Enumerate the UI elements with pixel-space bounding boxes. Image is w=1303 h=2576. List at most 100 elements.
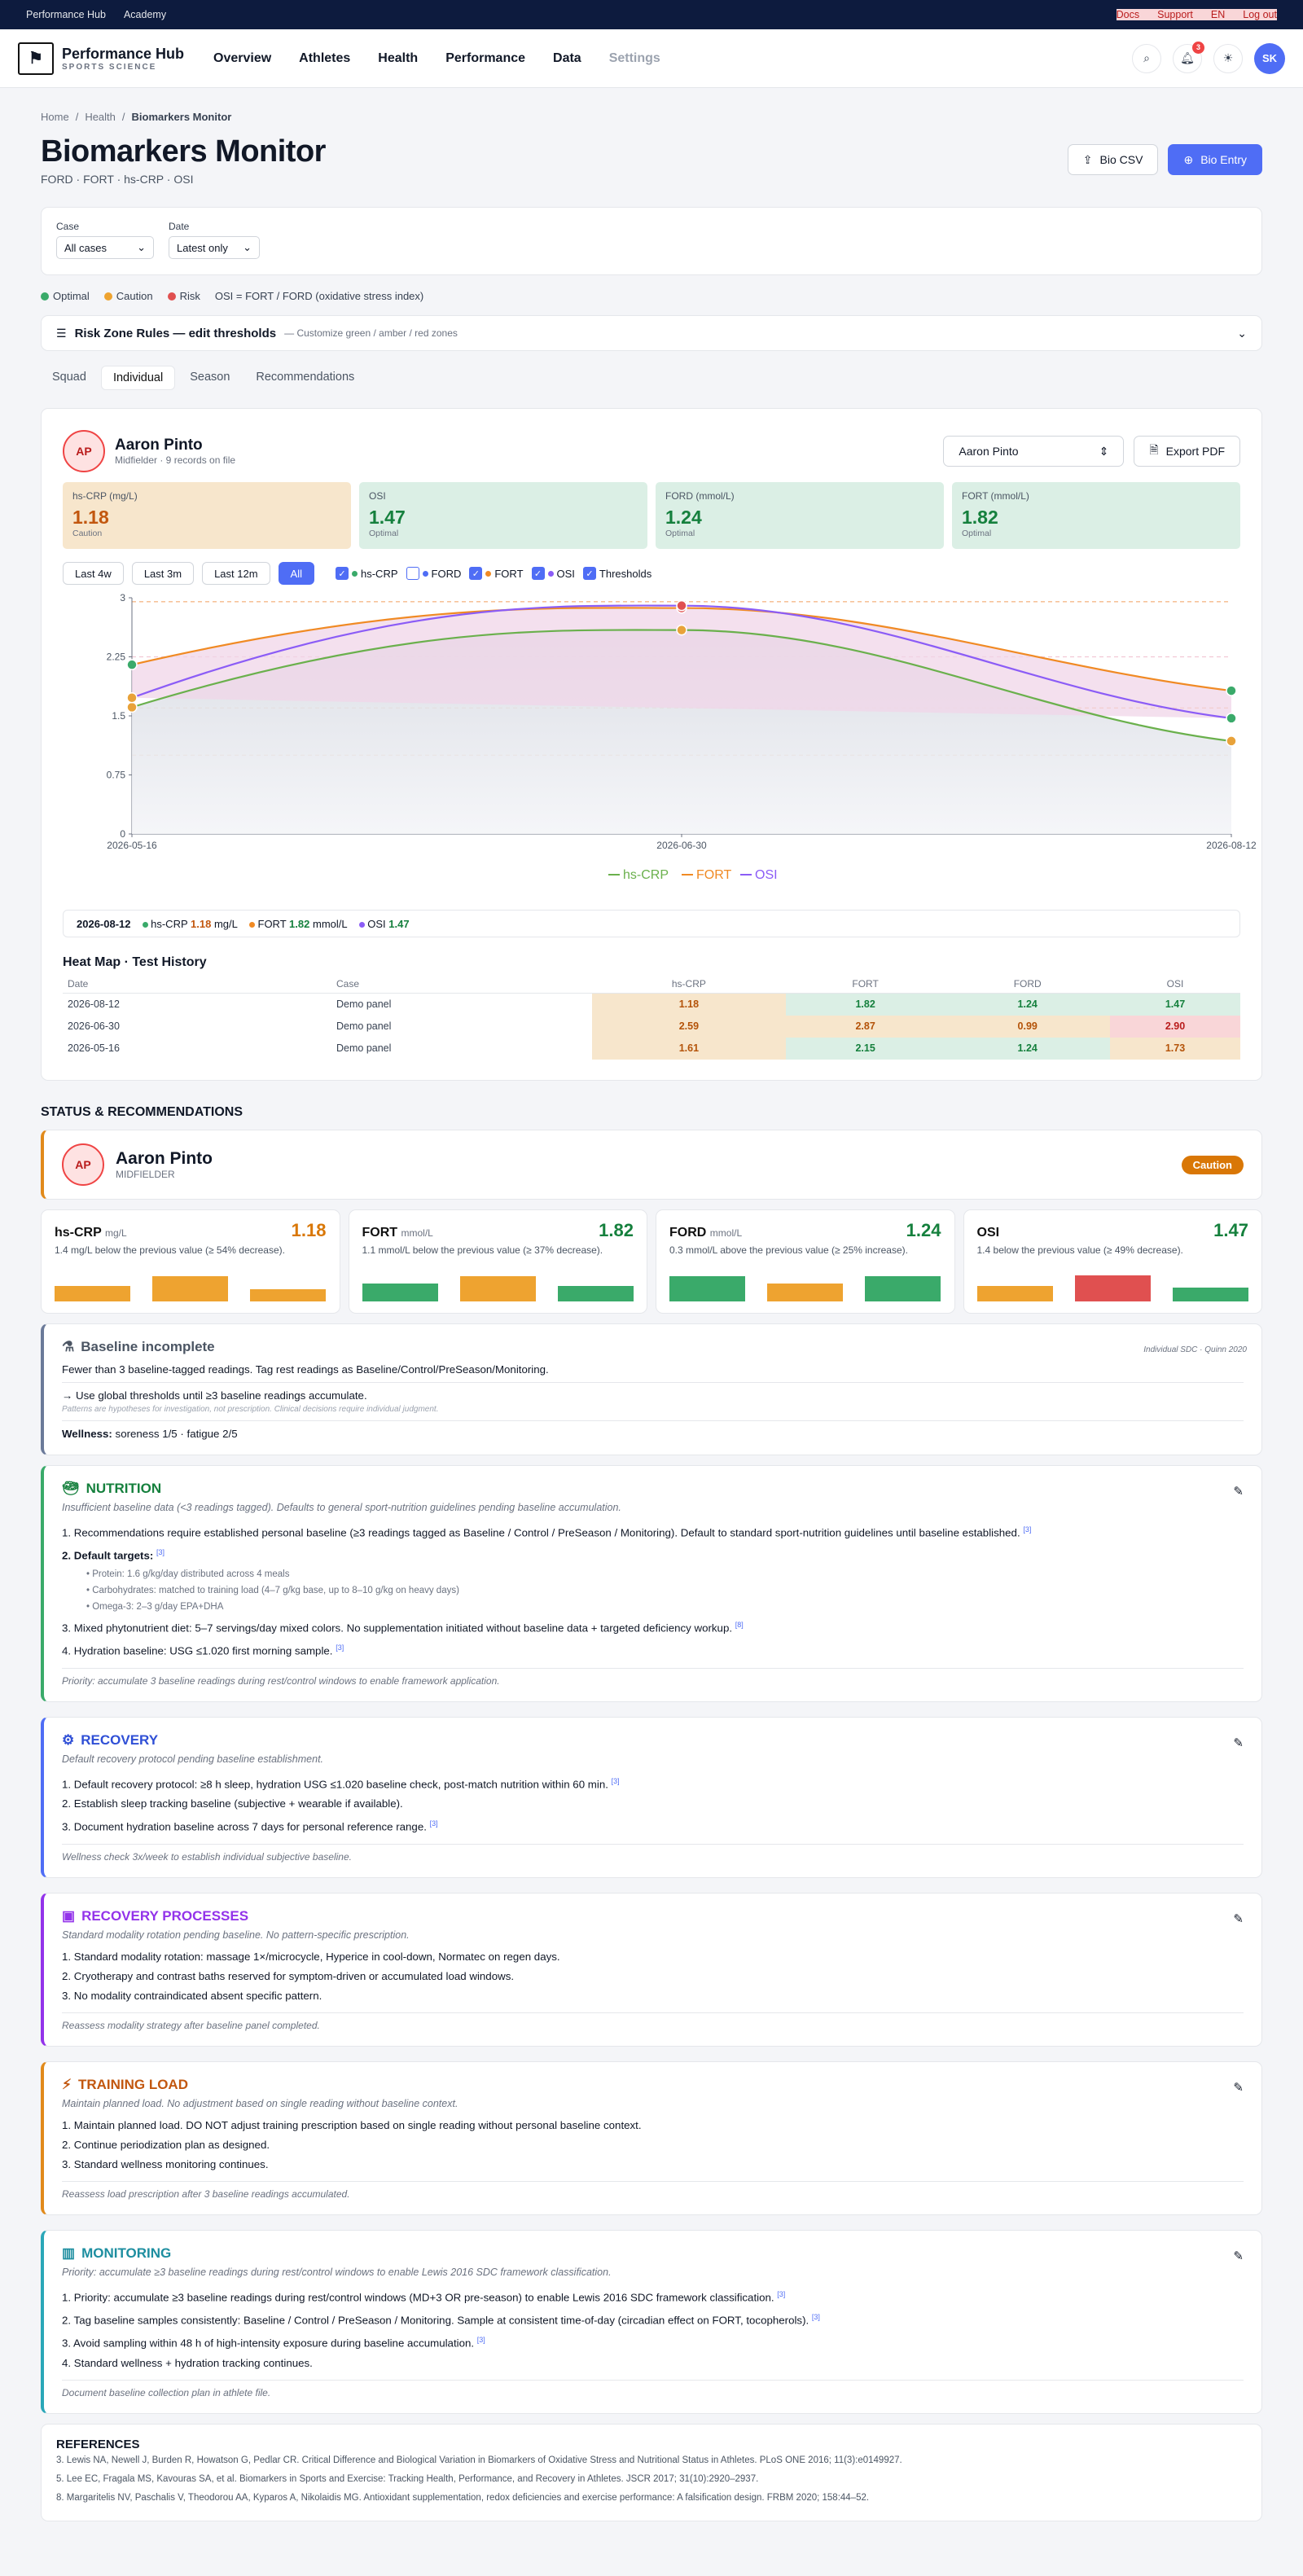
- athlete-name: Aaron Pinto: [115, 437, 203, 454]
- metric-delta: 0.3 mmol/L above the previous value (≥ 2…: [669, 1244, 908, 1256]
- toggle-fort[interactable]: ✓ FORT: [469, 567, 524, 580]
- plus-circle-icon: ⊕: [1183, 152, 1194, 166]
- baseline-arrow: → Use global thresholds until ≥3 baselin…: [62, 1382, 1244, 1402]
- x-tick-label: 2026-05-16: [107, 840, 157, 851]
- nav-overview[interactable]: Overview: [213, 50, 272, 65]
- metric-name: FORT: [362, 1226, 398, 1240]
- bell-icon[interactable]: 🔔︎ 3: [1173, 41, 1204, 73]
- search-icon[interactable]: ⌕: [1132, 43, 1161, 73]
- chevron-down-icon: ⌄: [243, 241, 252, 253]
- list-item: 3. Standard wellness monitoring continue…: [62, 2157, 269, 2170]
- recovery-foot: Wellness check 3x/week to establish indi…: [62, 1843, 1244, 1863]
- logout-link[interactable]: Log out: [1243, 9, 1277, 20]
- list-item: 1. Default recovery protocol: ≥8 h sleep…: [62, 1776, 620, 1791]
- tab-season[interactable]: Season: [190, 371, 230, 384]
- status-hero: AP Aaron Pinto MIDFIELDER Caution: [41, 1130, 1262, 1200]
- trend-bar: [250, 1288, 327, 1301]
- chevron-down-icon: ⌄: [137, 241, 146, 253]
- cell-date: 2026-06-30: [68, 1020, 120, 1032]
- bio-entry-button[interactable]: ⊕ Bio Entry: [1168, 144, 1262, 175]
- brand-link[interactable]: Performance Hub: [26, 9, 106, 20]
- chart-svg: 0 0.75 1.5 2.25 3 2026-05-16 2026-06-30 2026-08…: [107, 592, 1257, 882]
- y-tick-label: 1.5: [112, 710, 125, 722]
- toggle-ford[interactable]: FORD: [406, 567, 461, 580]
- nav-performance[interactable]: Performance: [445, 50, 526, 65]
- metric-name: hs-CRP: [55, 1226, 102, 1240]
- metric-card: FORD mmol/L 1.24 0.3 mmol/L above the prev…: [656, 1209, 955, 1314]
- y-tick-label: 3: [120, 592, 125, 603]
- toggle-thresholds[interactable]: ✓ Thresholds: [582, 567, 652, 580]
- docs-link[interactable]: Docs: [1116, 9, 1140, 20]
- tab-recommendations[interactable]: Recommendations: [256, 371, 355, 384]
- view-tabs: Squad Individual Season Recommendations: [41, 366, 1262, 390]
- academy-link[interactable]: Academy: [123, 9, 167, 20]
- trend-bar: [1074, 1275, 1151, 1301]
- logo[interactable]: ⚑ Performance Hub SPORTS SCIENCE: [18, 42, 213, 75]
- bio-csv-button[interactable]: ⇪ Bio CSV: [1067, 144, 1159, 175]
- athlete-select[interactable]: Aaron Pinto ⇕: [943, 436, 1125, 467]
- range-3m[interactable]: Last 3m: [131, 562, 195, 585]
- table-row: 2026-06-30 Demo panel 2.59 2.87 0.99 2.90: [63, 1015, 1240, 1038]
- trend-bars: [669, 1274, 941, 1301]
- metric-name: FORD: [669, 1226, 707, 1240]
- load-title: TRAINING LOAD: [77, 2076, 188, 2092]
- chart-readout: 2026-08-12 hs-CRP 1.18 mg/L FORT 1.82 mm…: [63, 910, 1240, 937]
- edit-icon[interactable]: ✎: [1233, 2249, 1244, 2263]
- theme-toggle-icon[interactable]: ☀: [1213, 43, 1243, 73]
- cell-value: 1.24: [945, 993, 1110, 1016]
- list-item: 1. Recommendations require established p…: [62, 1525, 1032, 1539]
- cell-value: 2.59: [592, 1015, 786, 1038]
- nav-health[interactable]: Health: [378, 50, 419, 65]
- trend-bar: [459, 1276, 536, 1301]
- export-pdf-button[interactable]: 🗎 Export PDF: [1134, 436, 1240, 467]
- heatmap-title: Heat Map · Test History: [63, 955, 207, 969]
- toggle-osi[interactable]: ✓ OSI: [531, 567, 575, 580]
- range-4w[interactable]: Last 4w: [63, 562, 124, 585]
- risk-zone-rules[interactable]: ☰ Risk Zone Rules — edit thresholds — Cu…: [41, 315, 1262, 351]
- toggle-hscrp[interactable]: ✓ hs-CRP: [336, 567, 398, 580]
- metric-delta: 1.4 mg/L below the previous value (≥ 54%…: [55, 1244, 285, 1256]
- crumb-home[interactable]: Home: [41, 111, 69, 123]
- list-item: 3. No modality contraindicated absent sp…: [62, 1989, 322, 2002]
- legend-label: FORT: [696, 868, 731, 882]
- recovery-intro: Default recovery protocol pending baseli…: [62, 1753, 324, 1765]
- tab-squad[interactable]: Squad: [52, 371, 86, 384]
- range-all[interactable]: All: [278, 562, 314, 585]
- rules-hint: — Customize green / amber / red zones: [284, 327, 458, 339]
- edit-icon[interactable]: ✎: [1233, 1485, 1244, 1499]
- nav-athletes[interactable]: Athletes: [299, 50, 351, 65]
- nav-settings[interactable]: Settings: [608, 50, 660, 65]
- list-item: 2. Establish sleep tracking baseline (su…: [62, 1797, 403, 1810]
- data-point: [126, 659, 138, 670]
- baseline-tag: Individual SDC · Quinn 2020: [1143, 1345, 1247, 1354]
- crumb-health[interactable]: Health: [85, 111, 116, 123]
- support-link[interactable]: Support: [1157, 9, 1193, 20]
- status-badge: Caution: [1181, 1155, 1244, 1174]
- metric-value: 1.82: [599, 1220, 634, 1240]
- user-avatar[interactable]: SK: [1254, 42, 1285, 74]
- list-item: 2. Cryotherapy and contrast baths reserv…: [62, 1969, 515, 1982]
- edit-icon[interactable]: ✎: [1233, 1736, 1244, 1750]
- metric-name: OSI: [976, 1226, 1000, 1240]
- list-item: 2. Default targets: [3] • Protein: 1.6 g…: [62, 1548, 459, 1612]
- processes-title: RECOVERY PROCESSES: [81, 1907, 249, 1924]
- tab-individual[interactable]: Individual: [100, 366, 176, 390]
- athlete-avatar: AP: [62, 1143, 104, 1186]
- trend-bar: [557, 1286, 634, 1301]
- case-select[interactable]: All cases ⌄: [56, 236, 154, 259]
- data-point: [676, 624, 687, 636]
- biomarker-chart: 0 0.75 1.5 2.25 3 2026-05-16 2026-06-30 2026-08…: [63, 590, 1257, 902]
- edit-icon[interactable]: ✎: [1233, 1911, 1244, 1926]
- language-link[interactable]: EN: [1210, 9, 1226, 20]
- range-12m[interactable]: Last 12m: [202, 562, 270, 585]
- edit-icon[interactable]: ✎: [1233, 2080, 1244, 2095]
- list-item: 4. Standard wellness + hydration trackin…: [62, 2356, 313, 2369]
- data-point: [126, 692, 138, 704]
- recovery-processes-card: ▣ RECOVERY PROCESSES ✎ Standard modality …: [41, 1892, 1262, 2047]
- legend-label: hs-CRP: [623, 868, 669, 882]
- y-tick-label: 2.25: [107, 652, 126, 663]
- metric-unit: mmol/L: [401, 1227, 433, 1239]
- date-select[interactable]: Latest only ⌄: [169, 236, 260, 259]
- nav-data[interactable]: Data: [553, 50, 581, 65]
- x-tick-label: 2026-06-30: [656, 840, 707, 851]
